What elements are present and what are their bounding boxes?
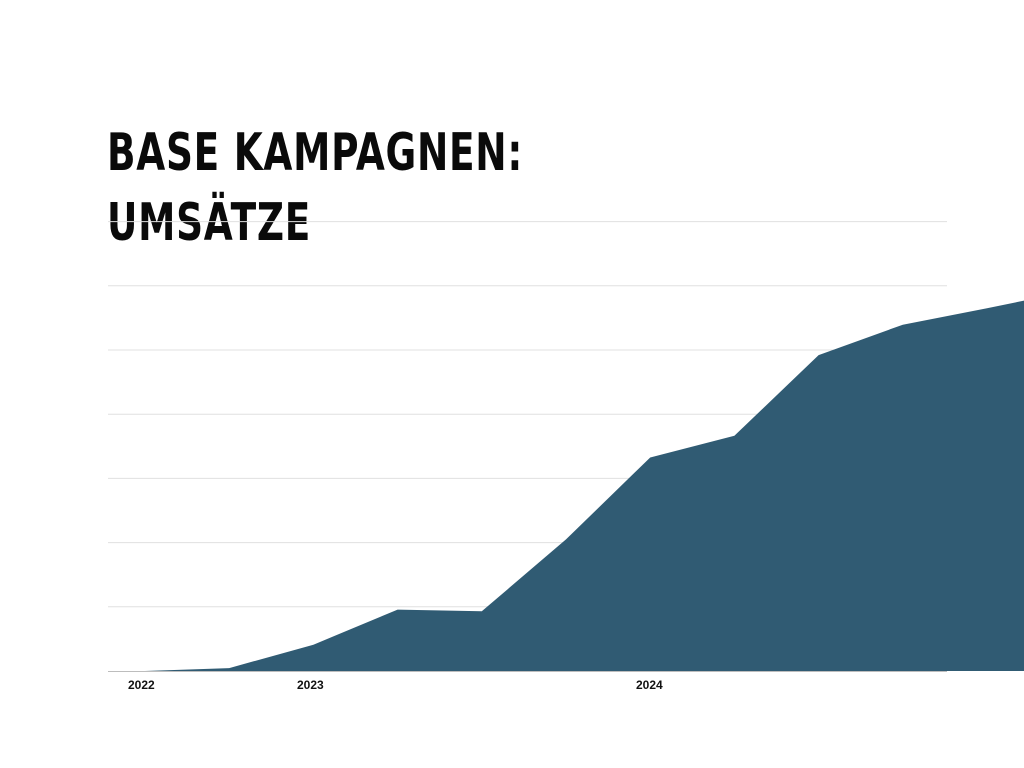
x-tick-labels: 2022 2023 2024 <box>128 678 663 692</box>
area-series <box>145 300 1024 671</box>
chart-title-line-2: UMSÄTZE <box>107 193 311 253</box>
x-tick-label: 2023 <box>297 678 324 692</box>
x-tick-label: 2024 <box>636 678 663 692</box>
x-tick-label: 2022 <box>128 678 155 692</box>
chart-title-line-1: BASE KAMPAGNEN: <box>107 123 524 183</box>
area-fill <box>145 300 1024 671</box>
chart-title: BASE KAMPAGNEN: UMSÄTZE <box>107 118 523 258</box>
